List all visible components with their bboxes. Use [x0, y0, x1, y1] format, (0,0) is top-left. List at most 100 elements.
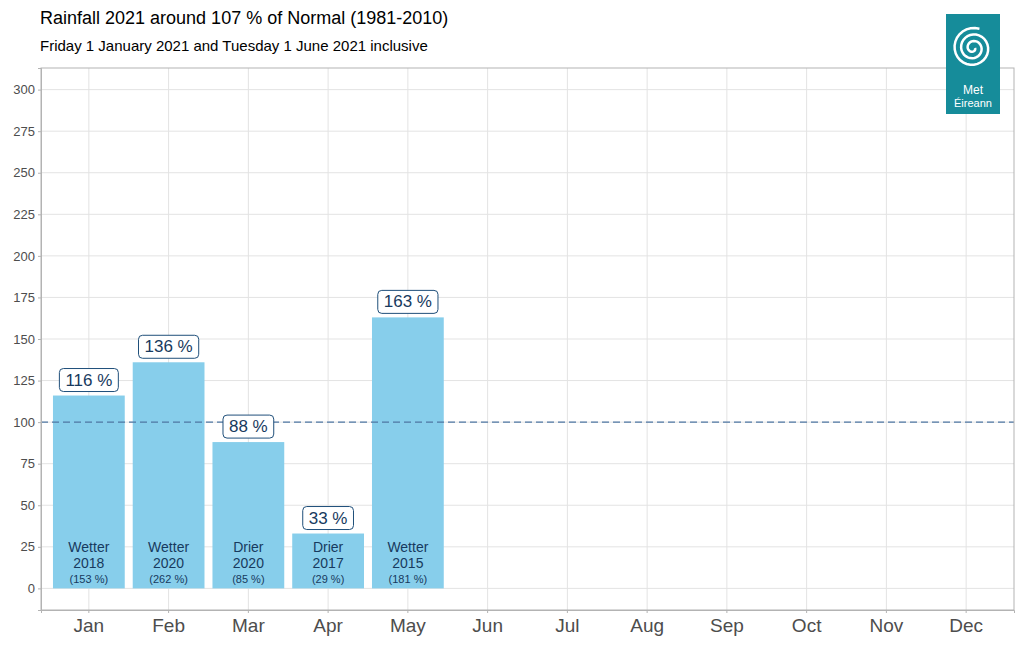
x-tick-mark	[886, 610, 887, 613]
x-tick: Dec	[949, 610, 983, 636]
annotations: Wetter2018(153 %)Wetter2020(262 %)Drier2…	[68, 539, 428, 585]
y-tick: 250	[13, 165, 41, 180]
x-axis: Jan Feb Mar Apr May Jun Jul Aug Sep Oct Nov Dec	[42, 610, 1015, 636]
y-tick-mark	[38, 381, 41, 382]
grid-line	[966, 68, 967, 610]
grid-line	[567, 68, 568, 610]
logo-background	[946, 14, 1000, 114]
y-tick-label: 200	[13, 249, 35, 264]
x-tick-label: May	[390, 615, 426, 636]
x-tick-label: Mar	[232, 615, 265, 636]
annotation-text: Drier	[233, 539, 264, 555]
annotation-text: Wetter	[387, 539, 428, 555]
x-tick: Sep	[710, 610, 744, 636]
grid-line	[726, 68, 727, 610]
logo: MetÉireann	[946, 14, 1000, 114]
bar	[292, 534, 364, 589]
grid-line	[41, 214, 1014, 215]
data-label: 116 %	[59, 369, 118, 392]
y-axis-line	[38, 69, 42, 611]
y-tick: 50	[21, 498, 41, 513]
data-label-text: 163 %	[384, 292, 432, 311]
y-tick: 175	[13, 290, 41, 305]
y-axis: 0 25 50 75 100 125 150 175 200 225 250 275 300	[13, 69, 41, 611]
x-tick-label: Jun	[472, 615, 503, 636]
y-tick-mark	[38, 90, 41, 91]
x-tick: Feb	[152, 610, 185, 636]
x-tick: Oct	[792, 610, 822, 636]
data-label-text: 136 %	[145, 337, 193, 356]
y-tick: 0	[28, 581, 41, 596]
bar	[212, 442, 284, 588]
x-tick-mark	[487, 610, 488, 613]
x-tick: Apr	[313, 610, 343, 636]
x-tick-mark	[88, 610, 89, 613]
y-tick-mark	[38, 339, 41, 340]
bar	[53, 396, 125, 589]
x-tick: Jul	[555, 610, 579, 636]
logo-text: Éireann	[954, 97, 992, 109]
y-tick-label: 300	[13, 82, 35, 97]
annotation-value: (85 %)	[232, 573, 264, 585]
x-tick: May	[390, 610, 426, 636]
logo-swirl	[955, 28, 989, 65]
data-label: 33 %	[303, 507, 354, 530]
x-tick-label: Nov	[869, 615, 903, 636]
x-tick-label: Apr	[313, 615, 343, 636]
x-tick-label: Jan	[74, 615, 105, 636]
y-tick-label: 25	[21, 539, 35, 554]
y-tick-label: 75	[21, 456, 35, 471]
grid-line	[41, 172, 1014, 173]
y-tick: 275	[13, 124, 41, 139]
data-label-text: 33 %	[309, 509, 348, 528]
bars	[53, 317, 444, 588]
y-tick-mark	[38, 173, 41, 174]
annotation-text: Drier	[313, 539, 344, 555]
data-label-box	[378, 290, 438, 313]
y-tick-mark	[38, 131, 41, 132]
x-tick: Jun	[472, 610, 503, 636]
y-tick-mark	[38, 588, 41, 589]
x-tick-label: Feb	[152, 615, 185, 636]
y-tick-label: 125	[13, 373, 35, 388]
subtitle: Friday 1 January 2021 and Tuesday 1 June…	[40, 37, 428, 54]
data-label-text: 88 %	[229, 417, 268, 436]
data-label: 136 %	[139, 335, 199, 358]
plot-frame	[41, 68, 1014, 610]
grid-line	[806, 68, 807, 610]
x-tick-mark	[726, 610, 727, 613]
data-label-box	[223, 415, 274, 438]
y-tick: 100	[13, 415, 41, 430]
data-label-box	[59, 369, 118, 392]
data-label-text: 116 %	[65, 371, 112, 390]
y-tick-label: 225	[13, 207, 35, 222]
y-tick-label: 250	[13, 165, 35, 180]
bar	[133, 362, 205, 588]
y-tick: 225	[13, 207, 41, 222]
y-tick: 75	[21, 456, 41, 471]
x-tick-label: Sep	[710, 615, 744, 636]
y-tick-mark	[38, 547, 41, 548]
x-tick-label: Aug	[630, 615, 664, 636]
annotation-value: (181 %)	[389, 573, 428, 585]
annotation-text: 2017	[313, 555, 344, 571]
x-tick-mark	[806, 610, 807, 613]
y-tick-label: 50	[21, 498, 35, 513]
grid-line	[41, 131, 1014, 132]
bar	[372, 317, 444, 588]
annotation-text: 2018	[73, 555, 104, 571]
y-tick: 300	[13, 82, 41, 97]
x-axis-line	[42, 611, 1015, 614]
annotation-text: Wetter	[148, 539, 189, 555]
annotation-text: 2020	[153, 555, 184, 571]
y-tick: 150	[13, 332, 41, 347]
y-tick-label: 150	[13, 332, 35, 347]
grid-line	[487, 68, 488, 610]
y-tick-label: 0	[28, 581, 35, 596]
logo-text: Met	[963, 83, 984, 97]
chart: Rainfall 2021 around 107 % of Normal (19…	[0, 0, 1024, 652]
x-tick-mark	[328, 610, 329, 613]
annotation-value: (153 %)	[70, 573, 109, 585]
grid-line	[886, 68, 887, 610]
x-tick: Aug	[630, 610, 664, 636]
